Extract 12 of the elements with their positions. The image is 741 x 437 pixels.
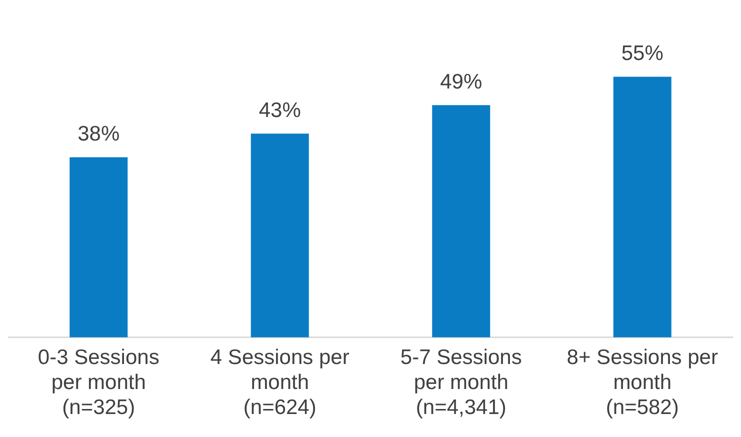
data-label: 49% xyxy=(440,70,482,94)
data-label: 55% xyxy=(621,42,664,65)
x-tick-label: 4 Sessions per month (n=624) xyxy=(210,346,350,420)
data-label: 38% xyxy=(78,122,120,146)
x-tick-label: 5-7 Sessions per month (n=4,341) xyxy=(400,346,522,420)
x-tick-label: 8+ Sessions per month (n=582) xyxy=(566,346,718,420)
bar xyxy=(70,157,128,338)
x-tick-label: 0-3 Sessions per month (n=325) xyxy=(38,346,160,420)
bar xyxy=(432,105,490,338)
bar xyxy=(250,134,309,338)
data-label: 43% xyxy=(258,98,301,122)
bar xyxy=(613,76,672,338)
